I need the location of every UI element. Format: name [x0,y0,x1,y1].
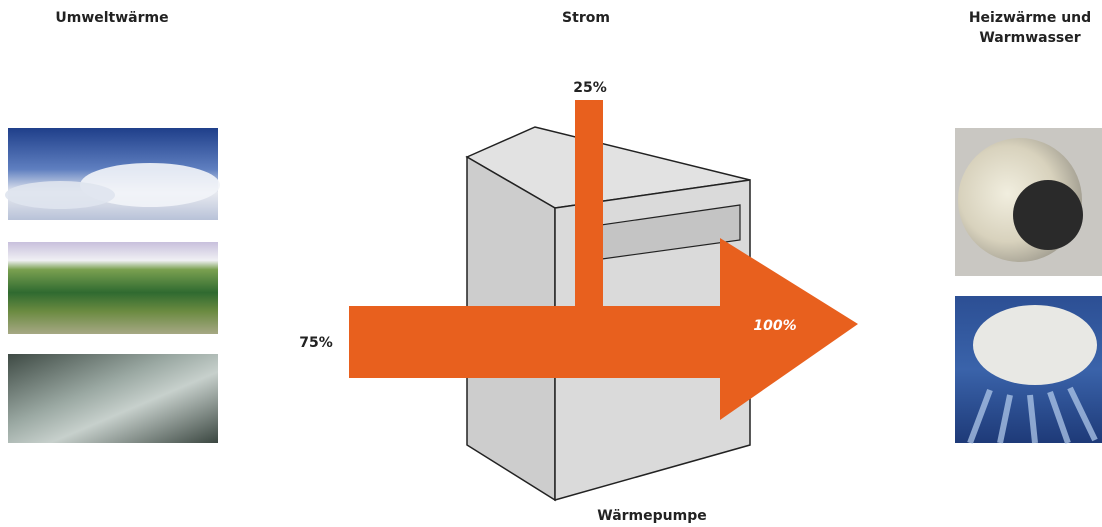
header-right: Warmwasser [979,30,1080,46]
flow-label: 100% [753,318,796,334]
cloud [5,181,115,209]
photo-water [8,354,218,443]
header-middle: Strom [562,10,610,26]
header-left: Umweltwärme [55,10,168,26]
thermostat-cap [1013,180,1083,250]
header-right: Heizwärme und [969,10,1091,26]
flow-label: 75% [299,335,333,351]
flow-label: 25% [573,80,607,96]
shower-head [973,305,1097,385]
photo-field [8,242,218,334]
device-label: Wärmepumpe [597,508,706,524]
heat-pump-diagram: Umweltwärme Strom Heizwärme und Warmwass… [0,0,1102,527]
